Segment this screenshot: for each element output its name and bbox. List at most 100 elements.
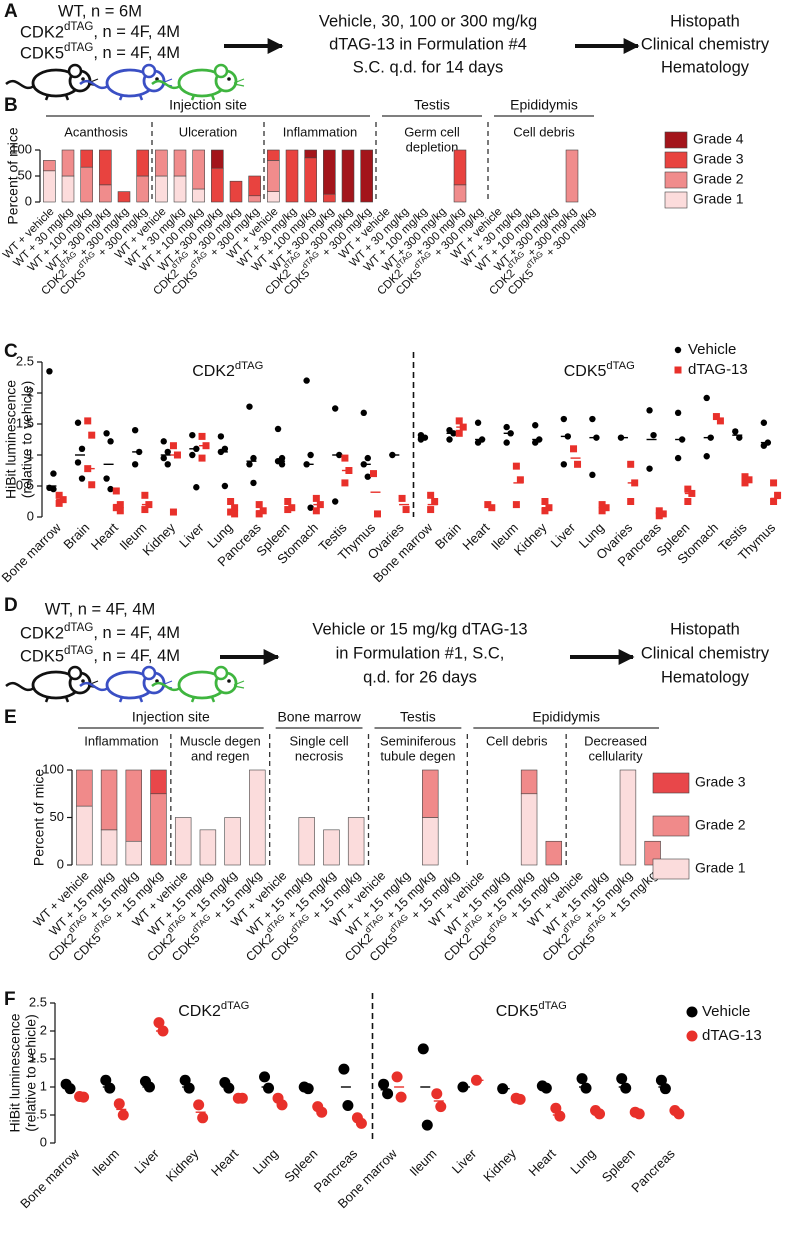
- point: [55, 491, 63, 499]
- point: [674, 409, 682, 417]
- point: [223, 1082, 235, 1094]
- point: [64, 1083, 76, 1095]
- legend-label: dTAG-13: [688, 361, 748, 378]
- legend-label: Grade 3: [693, 151, 744, 167]
- point: [141, 491, 149, 499]
- section-label: Epididymis: [510, 97, 578, 113]
- point: [554, 1110, 566, 1122]
- point: [302, 1083, 314, 1095]
- point: [160, 454, 167, 462]
- point: [760, 442, 768, 449]
- section-label: Testis: [400, 709, 436, 725]
- point: [342, 1099, 354, 1111]
- y-tick-label: 2.5: [29, 994, 47, 1009]
- point: [274, 425, 282, 433]
- mouse-icon: [78, 665, 174, 704]
- point: [589, 471, 596, 479]
- point: [646, 407, 653, 414]
- bar-segment: [76, 805, 93, 866]
- point: [655, 512, 663, 520]
- point: [395, 1091, 407, 1103]
- point: [50, 470, 57, 477]
- point: [541, 498, 549, 505]
- readout-text: Histopath: [670, 12, 740, 30]
- bar-segment: [304, 149, 317, 159]
- point: [627, 498, 635, 505]
- legend-label: Vehicle: [688, 341, 736, 358]
- point: [627, 460, 635, 468]
- group-label: Inflammation: [283, 124, 357, 139]
- group-label: Ulceration: [179, 124, 238, 139]
- point: [221, 482, 229, 490]
- bar-segment: [150, 769, 167, 795]
- x-tick-label: Pancreas: [628, 1146, 678, 1196]
- point: [131, 427, 139, 434]
- y-tick-label: 1.5: [29, 1050, 47, 1065]
- y-axis-label: (relative to vehicle): [23, 1014, 39, 1132]
- point: [741, 473, 749, 481]
- bar-segment: [211, 167, 224, 203]
- point: [160, 438, 167, 445]
- bar-segment: [229, 180, 243, 203]
- mouse-icon: [150, 665, 246, 704]
- point: [760, 419, 768, 426]
- bar-segment: [224, 817, 241, 866]
- bar-segment: [565, 149, 579, 203]
- point: [431, 498, 439, 505]
- point: [231, 504, 239, 512]
- legend-label: Grade 2: [693, 171, 744, 187]
- readout-text: Clinical chemistry: [641, 35, 770, 53]
- point: [107, 485, 114, 493]
- bar-segment: [100, 829, 118, 866]
- point: [131, 461, 139, 468]
- legend-swatch: [664, 191, 688, 209]
- point: [560, 415, 568, 423]
- bar-segment: [61, 149, 75, 177]
- point: [373, 510, 381, 518]
- point: [427, 506, 435, 514]
- bar-segment: [99, 149, 112, 186]
- point: [104, 1082, 116, 1094]
- y-axis-label: Percent of mice: [31, 769, 47, 866]
- x-tick-label: Heart: [459, 520, 492, 553]
- point: [655, 507, 663, 515]
- bar-segment: [199, 829, 217, 866]
- point: [46, 368, 53, 375]
- point: [116, 507, 124, 515]
- bar-segment: [173, 149, 187, 177]
- bar-segment: [125, 840, 142, 866]
- point: [540, 1082, 552, 1094]
- bar-segment: [136, 149, 149, 177]
- point: [598, 507, 606, 515]
- group-label: and regen: [191, 748, 250, 763]
- legend-marker: [674, 346, 682, 354]
- point: [307, 504, 314, 511]
- x-tick-label: Liver: [548, 519, 579, 550]
- point: [684, 485, 692, 493]
- point: [503, 439, 510, 446]
- point: [341, 479, 349, 487]
- point: [716, 417, 724, 425]
- group-text: WT, n = 4F, 4M: [45, 600, 156, 618]
- bar-segment: [43, 170, 56, 203]
- point: [532, 439, 539, 446]
- y-tick-label: 0: [27, 508, 34, 523]
- group-label: tubule degen: [380, 748, 455, 763]
- bar-segment: [248, 195, 261, 203]
- point: [503, 423, 510, 431]
- y-axis-label: (relative to vehicle): [19, 381, 35, 499]
- point: [446, 436, 453, 443]
- bar-segment: [422, 769, 439, 818]
- bar-segment: [99, 184, 112, 203]
- protocol-text: dTAG-13 in Formulation #4: [329, 35, 527, 53]
- point: [620, 1082, 632, 1094]
- point: [88, 481, 96, 489]
- bar-segment: [267, 160, 280, 192]
- y-tick-label: 1: [27, 446, 34, 461]
- point: [112, 487, 120, 495]
- point: [512, 501, 520, 509]
- point: [417, 1043, 429, 1055]
- point: [598, 501, 606, 509]
- point: [576, 1073, 588, 1085]
- mouse-icon: [150, 63, 246, 102]
